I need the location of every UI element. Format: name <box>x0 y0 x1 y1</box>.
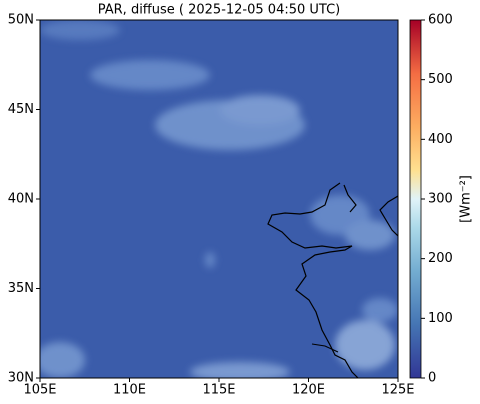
x-tick-label: 110E <box>113 383 146 398</box>
y-tick-label: 30N <box>8 371 34 386</box>
colorbar-tick-label: 0 <box>428 371 436 386</box>
colorbar-tick-label: 400 <box>428 132 453 147</box>
map-field <box>40 20 398 378</box>
x-tick-label: 115E <box>202 383 235 398</box>
x-tick-label: 105E <box>23 383 56 398</box>
colorbar-tick-label: 500 <box>428 72 453 87</box>
colorbar-tick-label: 600 <box>428 13 453 28</box>
colorbar-label: [Wm⁻²] <box>459 175 474 223</box>
title: PAR, diffuse ( 2025-12-05 04:50 UTC) <box>98 3 341 18</box>
x-tick-label: 120E <box>292 383 325 398</box>
colorbar-tick-label: 100 <box>428 311 453 326</box>
y-tick-label: 50N <box>8 13 34 28</box>
y-tick-label: 40N <box>8 192 34 207</box>
x-tick-label: 125E <box>381 383 414 398</box>
colorbar-tick-label: 200 <box>428 251 453 266</box>
y-tick-label: 35N <box>8 281 34 296</box>
colorbar <box>409 19 422 379</box>
colorbar-tick-label: 300 <box>428 192 453 207</box>
y-tick-label: 45N <box>8 102 34 117</box>
